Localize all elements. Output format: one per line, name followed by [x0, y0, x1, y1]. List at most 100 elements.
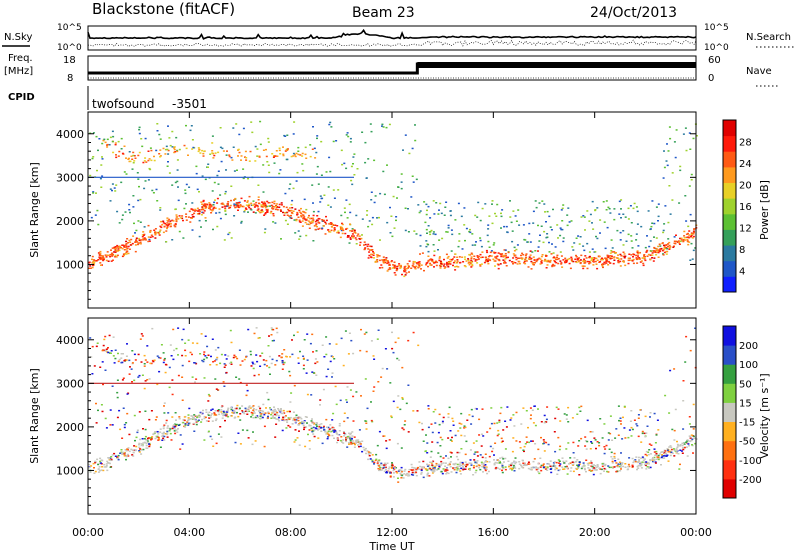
range-cell — [123, 453, 126, 455]
range-cell — [234, 197, 237, 200]
range-cell — [170, 355, 173, 357]
range-cell — [542, 442, 545, 445]
range-cell — [294, 429, 297, 431]
range-cell — [691, 444, 694, 447]
range-cell — [515, 220, 518, 222]
range-cell — [359, 244, 361, 246]
range-cell — [528, 463, 531, 465]
range-cell — [89, 267, 92, 269]
range-cell — [625, 240, 628, 242]
range-cell — [599, 219, 602, 221]
range-cell — [488, 259, 491, 261]
colorbar-segment — [723, 229, 736, 246]
range-cell — [457, 468, 460, 471]
range-cell — [680, 239, 683, 241]
range-cell — [333, 431, 336, 433]
range-cell — [655, 458, 658, 460]
range-cell — [476, 451, 479, 453]
range-cell — [642, 457, 645, 459]
range-cell — [309, 155, 312, 158]
range-cell — [448, 406, 451, 409]
range-cell — [654, 462, 657, 464]
range-cell — [636, 465, 639, 468]
range-cell — [159, 138, 162, 140]
range-cell — [376, 444, 379, 447]
range-cell — [297, 362, 300, 364]
range-cell — [494, 260, 497, 262]
range-cell — [676, 440, 678, 443]
range-cell — [109, 200, 112, 202]
range-cell — [389, 476, 392, 478]
range-cell — [235, 203, 238, 205]
range-cell — [609, 257, 612, 259]
range-cell — [317, 221, 320, 223]
range-cell — [260, 417, 263, 419]
range-cell — [690, 232, 693, 234]
range-cell — [388, 267, 391, 269]
range-cell — [253, 206, 256, 208]
range-cell — [114, 357, 117, 360]
range-cell — [123, 246, 126, 248]
range-cell — [539, 263, 542, 265]
range-cell — [381, 259, 384, 261]
range-cell — [657, 203, 660, 205]
range-cell — [268, 202, 271, 204]
range-cell — [569, 470, 572, 472]
range-cell — [525, 464, 528, 466]
range-cell — [420, 469, 423, 472]
range-cell — [451, 259, 453, 261]
range-cell — [126, 343, 128, 345]
range-cell — [162, 437, 165, 440]
range-cell — [584, 436, 587, 438]
colorbar-segment — [723, 260, 736, 277]
range-cell — [232, 146, 235, 148]
range-cell — [343, 420, 346, 423]
range-cell — [191, 148, 194, 150]
range-cell — [691, 258, 694, 260]
range-cell — [469, 261, 471, 264]
range-cell — [660, 248, 663, 250]
range-cell — [241, 411, 244, 413]
range-cell — [537, 470, 540, 473]
range-cell — [165, 145, 168, 148]
range-cell — [217, 411, 220, 413]
range-cell — [404, 269, 407, 272]
range-cell — [518, 441, 521, 443]
range-cell — [636, 262, 639, 264]
range-cell — [225, 413, 228, 415]
range-cell — [400, 173, 403, 175]
range-cell — [451, 258, 454, 260]
range-cell — [546, 467, 549, 469]
range-cell — [158, 231, 161, 233]
range-cell — [682, 448, 685, 451]
range-cell — [412, 469, 415, 471]
range-cell — [153, 229, 156, 231]
range-cell — [608, 208, 611, 210]
range-cell — [109, 459, 112, 462]
range-cell — [301, 421, 304, 423]
range-cell — [322, 426, 325, 429]
velocity-ylabel: Slant Range [km] — [28, 368, 41, 464]
range-cell — [520, 254, 522, 257]
range-cell — [504, 466, 507, 468]
range-cell — [162, 222, 165, 224]
range-cell — [526, 241, 529, 243]
range-cell — [218, 208, 221, 210]
n-sky-trace — [87, 28, 697, 40]
range-cell — [350, 432, 352, 435]
range-cell — [653, 460, 656, 462]
range-cell — [124, 211, 127, 213]
range-cell — [282, 154, 285, 157]
range-cell — [107, 254, 110, 257]
range-cell — [449, 439, 452, 441]
range-cell — [92, 156, 95, 158]
range-cell — [430, 462, 433, 464]
range-cell — [588, 220, 591, 222]
range-cell — [130, 238, 133, 241]
range-cell — [214, 152, 217, 154]
range-cell — [92, 264, 94, 267]
range-cell — [91, 262, 94, 264]
range-cell — [396, 472, 399, 474]
range-cell — [491, 200, 494, 202]
colorbar-tick-label: -100 — [739, 456, 762, 467]
